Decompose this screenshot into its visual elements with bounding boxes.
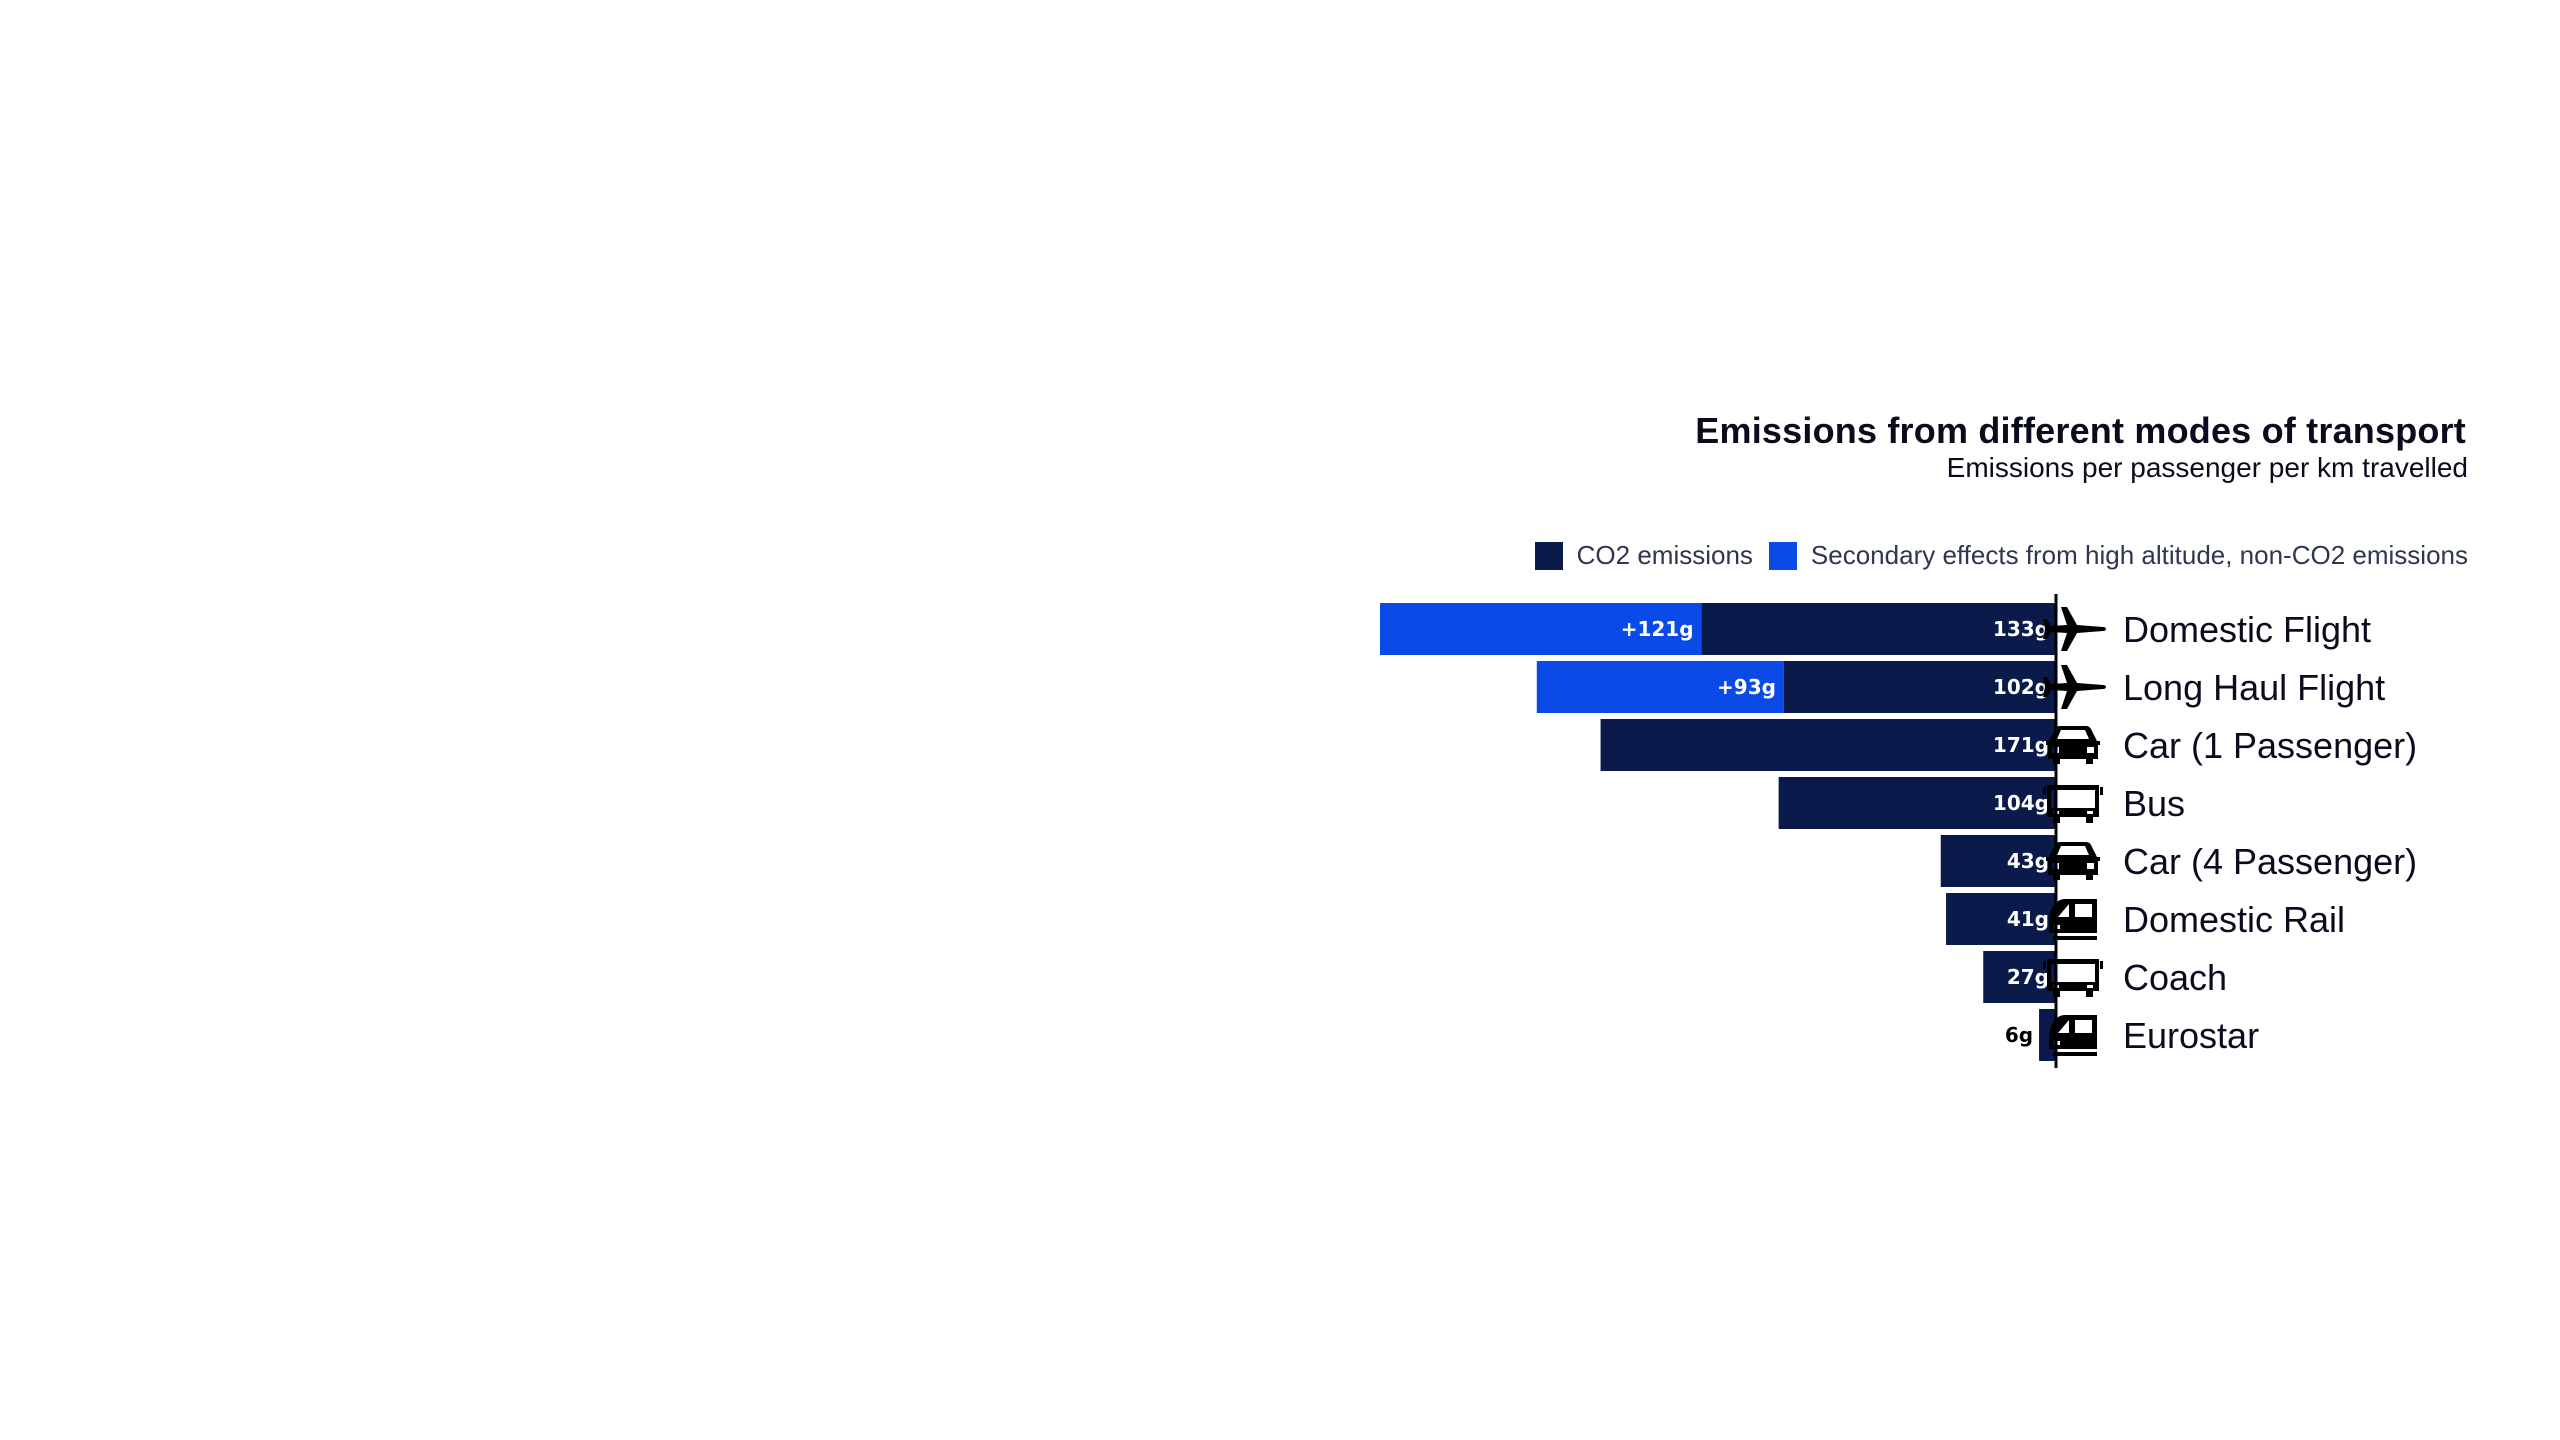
bus-icon [2043, 959, 2103, 997]
bar-label-secondary: +93g [1717, 675, 1776, 699]
bar-label-co2: 6g [2005, 1023, 2033, 1047]
bar-label-co2: 104g [1993, 791, 2049, 815]
plane-icon [2043, 607, 2106, 651]
legend-swatch-secondary [1768, 541, 1797, 570]
plane-icon [2043, 665, 2106, 709]
bar-label-co2: 171g [1993, 733, 2049, 757]
bar-co2 [1783, 661, 2055, 713]
bar-secondary [1536, 661, 1784, 713]
bar-co2 [1946, 893, 2055, 945]
train-icon [2049, 1015, 2097, 1056]
bar-co2 [1940, 835, 2055, 887]
legend-item-co2: CO2 emissions [1534, 540, 1753, 571]
bar-label-co2: 27g [2007, 965, 2049, 989]
bar-label-secondary: +121g [1621, 617, 1694, 641]
category-label: Long Haul Flight [2123, 667, 2385, 708]
car-icon [2046, 842, 2100, 880]
chart-subtitle: Emissions per passenger per km travelled [1946, 452, 2468, 483]
bar-secondary [1380, 603, 1702, 655]
chart-title: Emissions from different modes of transp… [1695, 410, 2466, 451]
category-label: Bus [2123, 783, 2185, 824]
legend-label-secondary: Secondary effects from high altitude, no… [1810, 540, 2468, 570]
category-label: Coach [2123, 957, 2227, 998]
bar-co2 [1600, 719, 2055, 771]
legend-item-secondary: Secondary effects from high altitude, no… [1768, 540, 2468, 571]
legend-label-co2: CO2 emissions [1576, 540, 1753, 570]
bar-label-co2: 41g [2007, 907, 2049, 931]
category-label: Domestic Rail [2123, 899, 2345, 940]
bar-co2 [1778, 777, 2055, 829]
category-label: Eurostar [2123, 1015, 2259, 1056]
bar-co2 [1983, 951, 2055, 1003]
bar-label-co2: 43g [2007, 849, 2049, 873]
chart-legend: CO2 emissions Secondary effects from hig… [1534, 540, 2468, 571]
emissions-bar-chart: +121g 133g Domestic Flight +93g 102g Long Hau… [1380, 594, 2417, 1068]
legend-swatch-co2 [1534, 541, 1563, 570]
train-icon [2049, 899, 2097, 940]
bar-label-co2: 133g [1993, 617, 2049, 641]
chart-card: +121g 133g Domestic Flight +93g 102g Long Hau… [1380, 400, 2500, 1100]
bus-icon [2043, 785, 2103, 823]
bar-label-co2: 102g [1993, 675, 2049, 699]
category-label: Domestic Flight [2123, 609, 2371, 650]
category-label: Car (4 Passenger) [2123, 841, 2417, 882]
bar-co2 [1701, 603, 2055, 655]
car-icon [2046, 726, 2100, 764]
category-label: Car (1 Passenger) [2123, 725, 2417, 766]
